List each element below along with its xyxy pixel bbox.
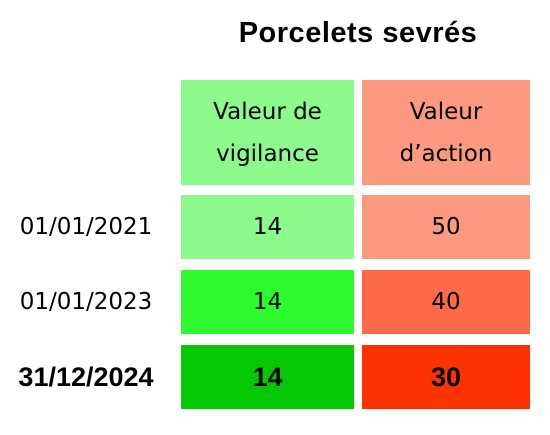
row-date: 31/12/2024 <box>18 361 154 392</box>
header-line: d’action <box>399 140 493 167</box>
title: Porcelets sevrés <box>238 16 478 49</box>
header-line: vigilance <box>216 140 319 167</box>
value-cell: 50 <box>362 195 530 259</box>
row-date: 01/01/2023 <box>19 289 153 315</box>
value-cell: 14 <box>181 270 354 334</box>
value-cell: 14 <box>181 345 354 409</box>
row-date: 01/01/2021 <box>19 214 153 240</box>
value-cell: 40 <box>362 270 530 334</box>
value-cell: 30 <box>362 345 530 409</box>
header-line: Valeur de <box>213 98 322 125</box>
value-cell: 14 <box>181 195 354 259</box>
column-header: Valeur d’action <box>362 80 530 185</box>
column-header: Valeur de vigilance <box>181 80 354 185</box>
header-line: Valeur <box>409 98 483 125</box>
